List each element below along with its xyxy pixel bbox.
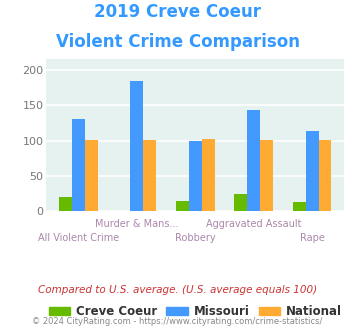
Text: Murder & Mans...: Murder & Mans... xyxy=(95,219,179,229)
Bar xyxy=(143,140,156,211)
Text: Violent Crime Comparison: Violent Crime Comparison xyxy=(55,33,300,51)
Text: Rape: Rape xyxy=(300,233,324,243)
Text: Aggravated Assault: Aggravated Assault xyxy=(206,219,301,229)
Bar xyxy=(59,197,72,211)
Text: Compared to U.S. average. (U.S. average equals 100): Compared to U.S. average. (U.S. average … xyxy=(38,285,317,295)
Bar xyxy=(247,110,260,211)
Bar xyxy=(234,194,247,211)
Bar xyxy=(85,140,98,211)
Bar xyxy=(293,202,306,211)
Text: Robbery: Robbery xyxy=(175,233,215,243)
Text: 2019 Creve Coeur: 2019 Creve Coeur xyxy=(94,3,261,21)
Bar xyxy=(319,140,332,211)
Bar xyxy=(130,81,143,211)
Bar xyxy=(260,140,273,211)
Bar xyxy=(176,201,189,211)
Text: All Violent Crime: All Violent Crime xyxy=(38,233,119,243)
Text: © 2024 CityRating.com - https://www.cityrating.com/crime-statistics/: © 2024 CityRating.com - https://www.city… xyxy=(32,317,323,326)
Legend: Creve Coeur, Missouri, National: Creve Coeur, Missouri, National xyxy=(44,301,347,323)
Bar xyxy=(202,139,214,211)
Bar xyxy=(72,119,85,211)
Bar xyxy=(189,141,202,211)
Bar xyxy=(306,131,319,211)
